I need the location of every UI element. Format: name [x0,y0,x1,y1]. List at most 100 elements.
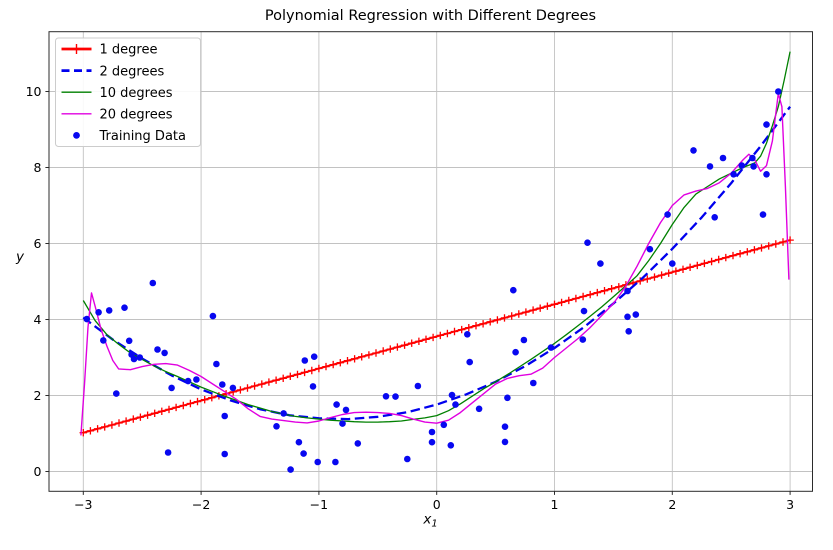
training-data-point [301,357,309,364]
training-data-point [339,420,346,427]
training-data-point [749,154,756,162]
x-tick-label: 2 [668,497,676,512]
training-data-point [440,421,448,429]
training-data-point [392,393,399,400]
training-data-point [121,304,128,312]
training-data-point [300,450,307,457]
training-data-point [382,393,390,400]
x-axis-label: x1 [422,512,437,530]
training-data-point [161,349,168,357]
training-data-point [309,383,317,390]
training-data-point [530,379,537,387]
training-data-point [730,171,737,178]
training-data-point [95,309,102,316]
training-data-point [295,438,303,446]
training-data-point [229,384,237,392]
training-data-point [579,336,587,343]
training-data-point [624,287,631,295]
training-data-point [501,423,509,431]
training-data-point [711,214,718,221]
training-data-point [428,428,436,436]
series-1-degree-plus-markers [79,236,794,437]
training-data-point [464,331,471,338]
training-data-point [584,239,591,246]
training-data-point [475,405,483,413]
legend: 1 degree 2 degrees 10 degrees 20 degrees Tra… [55,37,201,147]
plot-border [48,31,813,492]
training-data-point [750,163,757,170]
training-data-point [512,348,519,356]
training-data-point [580,307,588,315]
training-data-point [310,353,318,361]
y-tick-label: 2 [34,388,42,403]
training-data-point [428,438,436,446]
training-data-point [510,286,517,294]
training-data-point [184,377,192,385]
training-data-point [168,384,175,392]
training-data-point [209,312,217,320]
y-tick-label: 6 [34,236,42,251]
legend-entry-training-data: Training Data [73,129,186,144]
legend-dot-marker [73,132,80,139]
x-tick-label: −3 [74,497,92,512]
training-data-point [738,162,746,169]
legend-entry-1-degree: 1 degree [61,43,158,58]
series-layer [79,51,794,473]
training-data-point [125,337,133,345]
training-data-point [332,458,339,466]
training-data-point [501,438,509,446]
training-data-point [136,354,144,361]
training-data-point [632,311,640,318]
training-data-point [763,171,770,178]
training-data-point [763,121,770,128]
training-data-point [690,147,697,154]
training-data-point [664,211,671,218]
training-data-point [287,466,294,473]
training-data-point [113,390,120,397]
training-data-point [504,394,511,402]
training-data-point [624,313,631,321]
training-data-point [342,406,350,414]
training-data-point [83,315,91,323]
legend-entry-20-degrees: 20 degrees [61,108,173,123]
legend-label: 20 degrees [100,108,173,123]
training-data-point [404,455,411,463]
training-data-point [759,211,767,218]
x-tick-label: 3 [786,497,794,512]
legend-entry-10-degrees: 10 degrees [61,86,173,101]
legend-label: 10 degrees [100,86,173,101]
training-data-point [219,381,226,388]
training-data-point [719,154,727,162]
series-2-degrees-line [82,106,792,421]
training-data-point [154,346,161,353]
y-tick-label: 8 [34,160,42,175]
axis-ticks: −3 −2 −1 0 1 2 3 0 2 4 6 8 10 [26,84,794,512]
series-20-degrees-line [80,92,790,436]
training-data-point [149,279,157,287]
training-data-point [100,337,107,344]
legend-box [55,37,201,147]
x-tick-label: −2 [192,497,210,512]
training-data-point [706,163,714,170]
training-data-point [193,376,200,383]
legend-plus-marker [71,44,82,54]
training-data-point [221,450,228,458]
training-data-point [333,401,340,408]
x-tick-label: −1 [310,497,328,512]
training-data-point [130,355,138,363]
training-data-point [466,358,474,366]
training-data-point [669,260,676,267]
chart-title: Polynomial Regression with Different Deg… [265,8,596,24]
legend-label: Training Data [99,129,186,144]
legend-label: 1 degree [100,43,158,58]
training-data-point [625,328,632,335]
y-tick-label: 0 [34,464,42,479]
training-data-point [520,336,528,344]
y-tick-label: 10 [26,84,42,99]
training-data-point [164,449,172,456]
y-axis-label: y [15,249,25,265]
axes-frame [48,31,813,492]
training-data-point [547,344,555,351]
